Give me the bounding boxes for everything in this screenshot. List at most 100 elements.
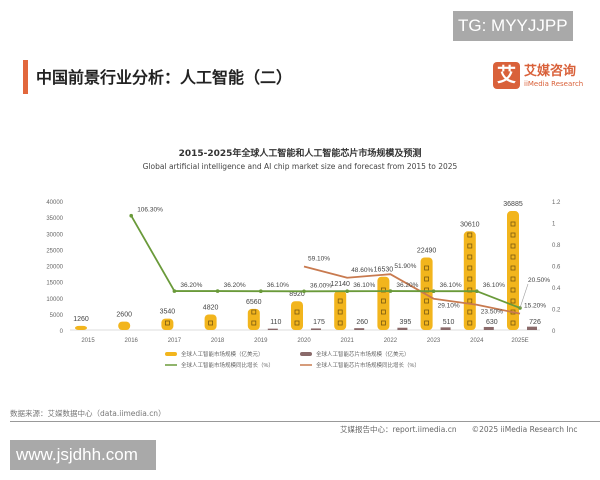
x-tick-label: 2022 [384, 338, 398, 344]
ai-market-label: 8920 [289, 291, 305, 298]
x-tick-label: 2017 [168, 338, 182, 344]
ai-growth-point [129, 213, 133, 218]
y-tick-label: 0 [60, 329, 64, 335]
coin-icon [337, 298, 343, 304]
coin-icon [337, 320, 343, 326]
ai-growth-label: 36.10% [267, 282, 289, 289]
ai-growth-label: 36.10% [353, 282, 375, 289]
coin-icon [467, 276, 473, 282]
ai-growth-point [302, 289, 306, 294]
ai-growth-label: 36.10% [483, 282, 505, 289]
chip-growth-label: 51.90% [394, 263, 416, 270]
ai-growth-label: 36.20% [396, 282, 418, 289]
coin-icon [467, 254, 473, 260]
ai-growth-point [518, 306, 522, 310]
coin-icon [424, 265, 430, 271]
legend-label: 全球人工智能市场规模（亿美元） [181, 350, 264, 358]
y2-tick-label: 0.8 [552, 243, 561, 249]
ai-growth-point [388, 289, 393, 293]
ai-market-label: 2600 [116, 312, 132, 319]
coin-icon [380, 309, 386, 315]
ai-growth-point [259, 289, 263, 293]
coin-icon [208, 320, 214, 326]
coin-icon [467, 309, 473, 315]
chip-market-label: 260 [356, 319, 368, 326]
ai-market-bar [247, 308, 260, 330]
coin-icon [424, 309, 430, 315]
coin-icon [510, 243, 516, 249]
coin-icon [510, 254, 516, 260]
coin-icon [467, 232, 473, 238]
y2-tick-label: 0 [552, 329, 556, 335]
chip-market-label: 175 [313, 319, 325, 326]
ai-market-bar [291, 301, 303, 330]
coin-icon [294, 320, 300, 326]
chip-market-bar [483, 326, 494, 330]
ai-market-bar [75, 325, 87, 330]
divider [10, 421, 600, 422]
watermark-top: TG: MYYJJPP [453, 11, 573, 41]
y2-tick-label: 1.2 [552, 200, 561, 206]
ai-growth-label: 36.20% [180, 282, 202, 289]
x-tick-label: 2018 [211, 338, 225, 344]
chip-market-label: 110 [270, 319, 281, 326]
ai-market-label: 1260 [73, 316, 89, 323]
coin-icon [337, 309, 343, 315]
chip-growth-label: 59.10% [308, 255, 330, 262]
ai-market-label: 4820 [203, 304, 219, 311]
x-tick-label: 2019 [254, 338, 268, 344]
coin-icon [467, 265, 473, 271]
ai-market-label: 36885 [503, 201, 523, 208]
chip-market-bar [354, 328, 365, 330]
x-tick-label: 2021 [341, 338, 355, 344]
ai-growth-label: 36.20% [224, 282, 246, 289]
logo-icon: 艾 [493, 62, 520, 89]
y2-tick-label: 0.6 [552, 265, 561, 271]
coin-icon [294, 309, 300, 315]
chart-title: 2015-2025年全球人工智能和人工智能芯片市场规模及预测 [178, 149, 422, 159]
ai-growth-point [345, 289, 350, 293]
chip-market-bar [311, 328, 321, 330]
y-tick-label: 5000 [50, 313, 64, 319]
legend-swatch [165, 352, 177, 356]
coin-icon [467, 320, 473, 326]
ai-growth-point [172, 289, 177, 293]
chip-market-label: 630 [486, 319, 498, 326]
chip-growth-line [303, 265, 521, 315]
y-tick-label: 15000 [46, 281, 63, 287]
coin-icon [510, 265, 516, 271]
y2-tick-label: 0.4 [552, 286, 561, 292]
coin-icon [510, 221, 516, 227]
footer: 艾媒报告中心：report.iimedia.cn ©2025 iiMedia R… [340, 425, 578, 434]
title-accent-bar [23, 60, 28, 94]
ai-growth-label: 106.30% [137, 207, 163, 214]
y2-tick-label: 0.2 [552, 308, 561, 314]
y-tick-label: 35000 [46, 216, 63, 222]
ai-market-bar [161, 318, 174, 330]
chart: 0 5000 10000 15000 20000 25000 30000 35000 40000… [46, 200, 561, 369]
chip-market-label: 395 [400, 319, 412, 326]
x-tick-label: 2025E [511, 338, 528, 344]
coin-icon [510, 232, 516, 238]
logo-text-en: iiMedia Research [524, 80, 584, 88]
ai-growth-line [130, 215, 521, 309]
data-source: 数据来源：艾媒数据中心（data.iimedia.cn） [10, 409, 166, 418]
coin-icon [380, 320, 386, 326]
logo-text-cn: 艾媒咨询 [524, 64, 577, 79]
coin-icon [164, 320, 170, 326]
coin-icon [510, 287, 516, 293]
ai-growth-label: 36.10% [440, 282, 462, 289]
y-tick-label: 25000 [46, 248, 63, 254]
coin-icon [380, 298, 386, 304]
chip-growth-label: 29.10% [438, 303, 460, 310]
ai-market-bar [334, 290, 347, 330]
chip-market-label: 726 [529, 319, 541, 326]
x-tick-label: 2016 [125, 338, 139, 344]
ai-market-bar [118, 321, 131, 330]
ai-growth-point [215, 289, 220, 293]
legend-label: 全球人工智能芯片市场规模（亿美元） [316, 350, 410, 358]
ai-market-label: 12140 [330, 281, 350, 288]
ai-market-label: 30610 [460, 221, 480, 228]
chip-market-bar [267, 328, 278, 330]
y2-tick-label: 1 [552, 222, 556, 228]
